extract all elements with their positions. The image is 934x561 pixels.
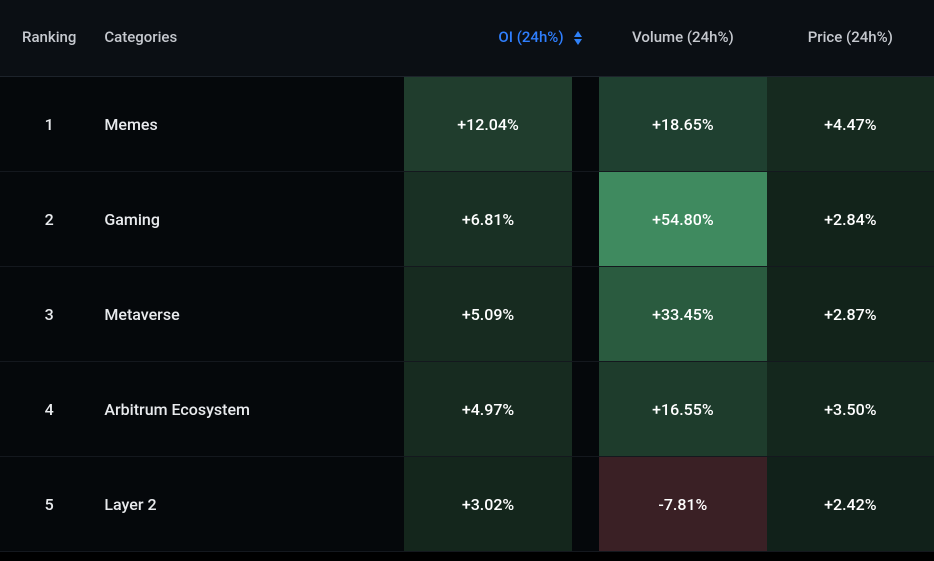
table-header-row: Ranking Categories OI (24h%) Volume (24h… bbox=[0, 0, 934, 77]
cell-gap bbox=[572, 267, 600, 362]
cell-gap bbox=[572, 77, 600, 172]
cell-rank: 3 bbox=[0, 267, 90, 362]
col-header-price[interactable]: Price (24h%) bbox=[767, 0, 934, 77]
table-body: 1Memes+12.04%+18.65%+4.47%2Gaming+6.81%+… bbox=[0, 77, 934, 552]
cell-category[interactable]: Arbitrum Ecosystem bbox=[90, 362, 404, 457]
table-row[interactable]: 3Metaverse+5.09% +33.45%+2.87% bbox=[0, 267, 934, 362]
col-header-ranking[interactable]: Ranking bbox=[0, 0, 90, 77]
cell-price: +4.47% bbox=[767, 77, 934, 172]
col-header-sort[interactable] bbox=[572, 0, 600, 77]
cell-oi: +6.81% bbox=[404, 172, 571, 267]
col-header-volume[interactable]: Volume (24h%) bbox=[599, 0, 766, 77]
cell-oi: +4.97% bbox=[404, 362, 571, 457]
cell-category[interactable]: Gaming bbox=[90, 172, 404, 267]
cell-volume: +33.45% bbox=[599, 267, 766, 362]
cell-volume: -7.81% bbox=[599, 457, 766, 552]
cell-category[interactable]: Layer 2 bbox=[90, 457, 404, 552]
cell-volume: +54.80% bbox=[599, 172, 766, 267]
cell-gap bbox=[572, 457, 600, 552]
cell-price: +2.42% bbox=[767, 457, 934, 552]
cell-price: +2.87% bbox=[767, 267, 934, 362]
cell-volume: +18.65% bbox=[599, 77, 766, 172]
table-row[interactable]: 5Layer 2+3.02% -7.81%+2.42% bbox=[0, 457, 934, 552]
col-header-oi-label[interactable]: OI (24h%) bbox=[498, 28, 563, 46]
cell-gap bbox=[572, 362, 600, 457]
table-row[interactable]: 2Gaming+6.81% +54.80%+2.84% bbox=[0, 172, 934, 267]
cell-rank: 5 bbox=[0, 457, 90, 552]
col-header-oi[interactable]: OI (24h%) bbox=[404, 0, 571, 77]
cell-oi: +5.09% bbox=[404, 267, 571, 362]
cell-volume: +16.55% bbox=[599, 362, 766, 457]
cell-rank: 2 bbox=[0, 172, 90, 267]
cell-rank: 1 bbox=[0, 77, 90, 172]
cell-price: +3.50% bbox=[767, 362, 934, 457]
cell-price: +2.84% bbox=[767, 172, 934, 267]
cell-oi: +12.04% bbox=[404, 77, 571, 172]
cell-rank: 4 bbox=[0, 362, 90, 457]
cell-oi: +3.02% bbox=[404, 457, 571, 552]
sort-icon[interactable] bbox=[572, 30, 584, 46]
table-row[interactable]: 1Memes+12.04% +18.65%+4.47% bbox=[0, 77, 934, 172]
cell-category[interactable]: Metaverse bbox=[90, 267, 404, 362]
col-header-categories[interactable]: Categories bbox=[90, 0, 404, 77]
table-row[interactable]: 4Arbitrum Ecosystem+4.97% +16.55%+3.50% bbox=[0, 362, 934, 457]
categories-table: Ranking Categories OI (24h%) Volume (24h… bbox=[0, 0, 934, 552]
cell-gap bbox=[572, 172, 600, 267]
cell-category[interactable]: Memes bbox=[90, 77, 404, 172]
